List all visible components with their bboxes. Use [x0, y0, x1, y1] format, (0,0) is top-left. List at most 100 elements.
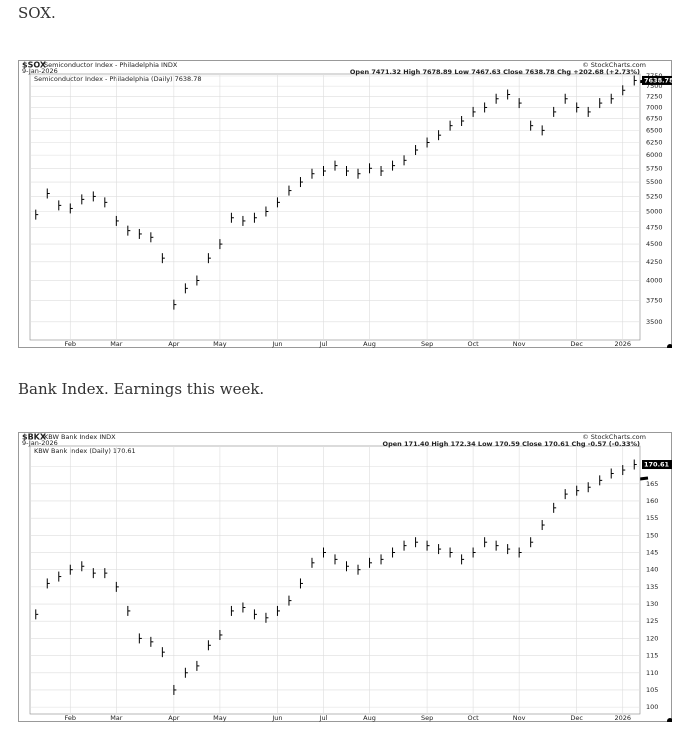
x-tick-label: Feb — [65, 714, 77, 722]
y-tick-label: 5750 — [646, 164, 663, 172]
price-bar — [81, 194, 85, 205]
y-tick-label: 6500 — [646, 126, 663, 134]
x-tick-label: 2026 — [614, 714, 631, 722]
plot-area — [29, 73, 641, 341]
x-tick-label: Jul — [319, 714, 328, 722]
price-bar — [495, 540, 499, 551]
price-bar — [518, 98, 522, 109]
price-bar — [438, 544, 442, 555]
x-tick-label: Sep — [421, 340, 433, 348]
price-bar — [564, 489, 568, 500]
price-bar — [541, 125, 545, 136]
price-bar — [46, 578, 50, 589]
price-bar — [541, 520, 545, 531]
price-bar — [299, 578, 303, 589]
price-bar — [346, 561, 350, 572]
price-bar — [207, 640, 211, 651]
price-bar — [461, 554, 465, 565]
y-tick-label: 130 — [646, 600, 658, 608]
price-bar — [35, 609, 39, 620]
credit: © StockCharts.com — [582, 433, 646, 441]
price-bar — [46, 188, 50, 199]
price-bar — [599, 475, 603, 486]
price-bar — [127, 605, 131, 616]
price-bar — [530, 537, 534, 548]
price-bar — [311, 557, 315, 568]
price-bar — [507, 89, 511, 100]
x-tick-label: Feb — [65, 340, 77, 348]
y-tick-label: 140 — [646, 566, 658, 574]
price-bar — [438, 130, 442, 141]
y-tick-label: 100 — [646, 703, 658, 711]
price-bar — [299, 177, 303, 188]
price-bar — [449, 547, 453, 558]
y-tick-label: 110 — [646, 669, 658, 677]
price-bar — [357, 168, 361, 179]
price-bar — [196, 275, 200, 286]
price-bar — [288, 595, 292, 606]
y-tick-label: 125 — [646, 617, 658, 625]
quote: Open 171.40 High 172.34 Low 170.59 Close… — [383, 440, 640, 448]
price-bar — [484, 537, 488, 548]
symbol: $SOX — [22, 61, 47, 70]
price-bar — [219, 239, 223, 250]
price-bar — [161, 253, 165, 264]
price-bar — [334, 160, 338, 171]
price-bar — [58, 571, 62, 582]
x-tick-label: May — [213, 340, 227, 348]
price-bar — [92, 568, 96, 579]
price-bar — [242, 215, 246, 226]
price-bar — [472, 547, 476, 558]
price-bar — [461, 116, 465, 127]
y-tick-label: 6000 — [646, 151, 663, 159]
price-bar — [311, 168, 315, 179]
x-tick-label: Sep — [421, 714, 433, 722]
price-bar — [138, 633, 142, 644]
price-bar — [242, 602, 246, 613]
x-tick-label: Dec — [570, 340, 583, 348]
caption: SOX. — [18, 4, 56, 22]
price-bar — [564, 93, 568, 104]
price-bar — [553, 502, 557, 513]
x-tick-label: Dec — [570, 714, 583, 722]
price-bar — [288, 185, 292, 196]
last-price-box — [642, 75, 672, 85]
last-price: 170.61 — [644, 461, 670, 469]
price-bar — [104, 568, 108, 579]
x-tick-label: Jun — [271, 714, 282, 722]
price-bar — [426, 540, 430, 551]
price-bar — [219, 629, 223, 640]
price-bar — [392, 547, 396, 558]
price-bar — [415, 537, 419, 548]
price-bar — [518, 547, 522, 558]
y-tick-label: 115 — [646, 652, 658, 660]
price-bar — [369, 557, 373, 568]
price-bar — [81, 561, 85, 572]
y-tick-label: 165 — [646, 480, 658, 488]
x-tick-label: May — [213, 714, 227, 722]
y-tick-label: 105 — [646, 686, 658, 694]
x-tick-label: Aug — [363, 340, 376, 348]
y-tick-label: 5500 — [646, 178, 663, 186]
x-tick-label: Nov — [513, 714, 526, 722]
price-bar — [150, 232, 154, 243]
price-bar — [115, 581, 119, 592]
plot-area — [29, 445, 641, 715]
price-bar — [253, 609, 257, 620]
price-bar — [553, 106, 557, 117]
y-tick-label: 5250 — [646, 192, 663, 200]
price-bar — [265, 206, 269, 217]
price-bar — [530, 120, 534, 131]
x-tick-label: Mar — [110, 714, 123, 722]
x-tick-label: Jun — [271, 340, 282, 348]
price-bar — [380, 554, 384, 565]
price-bar — [230, 212, 234, 223]
x-tick-label: Oct — [467, 340, 479, 348]
price-bar — [207, 253, 211, 264]
x-tick-label: Apr — [168, 340, 180, 348]
y-tick-label: 7000 — [646, 103, 663, 111]
x-tick-label: Nov — [513, 340, 526, 348]
price-bar — [69, 203, 73, 214]
